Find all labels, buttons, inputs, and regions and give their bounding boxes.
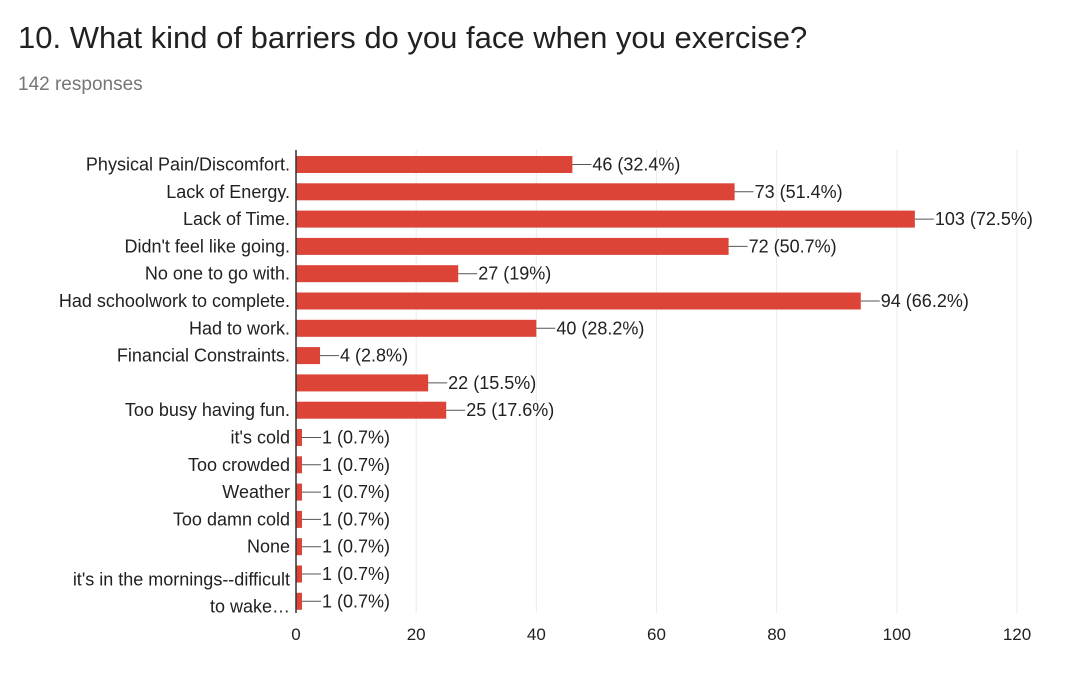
category-label: Had to work. — [189, 318, 290, 338]
data-label: 1 (0.7%) — [322, 564, 390, 584]
data-label: 46 (32.4%) — [592, 155, 680, 175]
data-label: 1 (0.7%) — [322, 455, 390, 475]
category-label: to wake… — [210, 597, 290, 617]
bar — [296, 210, 915, 228]
category-label: Financial Constraints. — [117, 346, 290, 366]
bar — [296, 156, 573, 173]
bar — [296, 429, 303, 446]
data-label: 40 (28.2%) — [556, 318, 644, 338]
category-label: Too busy having fun. — [125, 400, 290, 420]
data-label: 22 (15.5%) — [448, 373, 536, 393]
data-label: 1 (0.7%) — [322, 482, 390, 502]
bar — [296, 183, 735, 201]
category-label: Weather — [222, 482, 290, 502]
x-tick-label: 100 — [883, 625, 911, 644]
data-label: 1 (0.7%) — [322, 537, 390, 557]
x-tick-label: 40 — [527, 625, 546, 644]
category-label: Didn't feel like going. — [124, 236, 290, 256]
data-label: 73 (51.4%) — [755, 182, 843, 202]
bar — [296, 319, 537, 337]
data-label: 25 (17.6%) — [466, 400, 554, 420]
bar — [296, 538, 303, 556]
x-tick-label: 120 — [1003, 625, 1031, 644]
bar — [296, 265, 459, 283]
data-label: 72 (50.7%) — [749, 236, 837, 256]
category-label: it's in the mornings--difficult — [73, 570, 290, 590]
bar — [296, 456, 303, 474]
category-label: Too crowded — [188, 455, 290, 475]
data-label: 1 (0.7%) — [322, 509, 390, 529]
category-label: Lack of Time. — [183, 209, 290, 229]
bar — [296, 374, 429, 392]
question-title: 10. What kind of barriers do you face wh… — [18, 20, 808, 55]
bar — [296, 510, 303, 528]
category-label: No one to go with. — [145, 264, 290, 284]
bar — [296, 237, 729, 255]
category-label: Physical Pain/Discomfort. — [86, 155, 290, 175]
data-label: 27 (19%) — [478, 264, 551, 284]
bar — [296, 483, 303, 501]
x-tick-label: 60 — [647, 625, 666, 644]
bar — [296, 292, 861, 310]
category-label: Lack of Energy. — [166, 182, 290, 202]
data-label: 4 (2.8%) — [340, 346, 408, 366]
bar — [296, 592, 303, 610]
data-label: 1 (0.7%) — [322, 428, 390, 448]
bar — [296, 347, 321, 365]
response-count: 142 responses — [18, 74, 143, 95]
bar — [296, 401, 447, 419]
data-label: 94 (66.2%) — [881, 291, 969, 311]
category-label: Had schoolwork to complete. — [59, 291, 290, 311]
x-tick-label: 80 — [767, 625, 786, 644]
category-label: Too damn cold — [173, 509, 290, 529]
data-label: 1 (0.7%) — [322, 591, 390, 611]
bar — [296, 565, 303, 583]
category-label: it's cold — [231, 428, 290, 448]
category-label: None — [247, 537, 290, 557]
x-tick-label: 0 — [291, 625, 300, 644]
data-label: 103 (72.5%) — [935, 209, 1033, 229]
x-tick-label: 20 — [407, 625, 426, 644]
